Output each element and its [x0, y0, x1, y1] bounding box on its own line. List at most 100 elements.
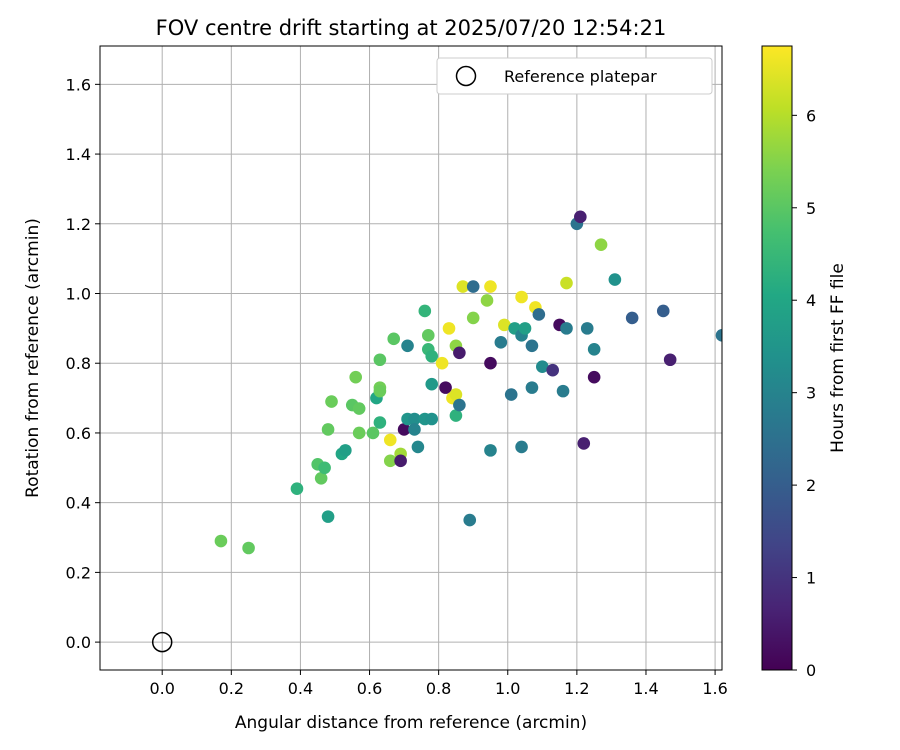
- data-point: [560, 276, 573, 290]
- y-tick-label: 1.2: [66, 215, 91, 234]
- legend-label: Reference platepar: [504, 67, 657, 86]
- data-point: [656, 304, 670, 318]
- data-point: [515, 290, 528, 304]
- data-point: [556, 384, 570, 398]
- y-tick-label: 1.6: [66, 75, 91, 94]
- data-point: [321, 510, 335, 523]
- chart-title: FOV centre drift starting at 2025/07/20 …: [156, 16, 667, 40]
- y-tick-label: 0.0: [66, 633, 91, 652]
- x-tick-label: 0.0: [149, 679, 174, 698]
- data-point: [325, 395, 338, 408]
- data-point: [318, 461, 331, 475]
- data-point: [463, 513, 477, 527]
- data-point: [425, 349, 439, 363]
- y-tick-label: 1.0: [66, 285, 91, 304]
- data-point: [314, 471, 328, 485]
- data-point: [453, 346, 466, 360]
- x-tick-label: 1.4: [633, 679, 658, 698]
- data-point: [577, 437, 591, 450]
- data-point: [504, 388, 518, 401]
- data-point: [421, 329, 435, 342]
- data-point: [397, 423, 411, 436]
- data-point: [574, 210, 587, 224]
- data-point: [466, 280, 480, 293]
- y-tick-label: 0.6: [66, 424, 91, 443]
- colorbar-tick-label: 0: [806, 661, 816, 680]
- data-point: [587, 370, 601, 384]
- x-tick-label: 0.2: [219, 679, 244, 698]
- data-point: [466, 311, 480, 325]
- data-point: [449, 388, 463, 401]
- data-point: [594, 238, 608, 252]
- data-point: [536, 360, 549, 374]
- data-point: [498, 318, 511, 332]
- data-point: [515, 440, 528, 454]
- data-point: [214, 534, 228, 548]
- data-point: [373, 416, 387, 429]
- data-point: [484, 356, 497, 370]
- data-point: [494, 336, 508, 349]
- data-point: [456, 280, 470, 293]
- data-point: [418, 304, 432, 318]
- data-point: [715, 329, 722, 342]
- data-point: [425, 412, 439, 426]
- data-point: [373, 353, 387, 367]
- data-point: [408, 423, 421, 436]
- data-point: [366, 426, 380, 440]
- data-point: [480, 294, 494, 307]
- legend: Reference platepar: [436, 57, 713, 95]
- data-point: [525, 381, 539, 394]
- data-point: [425, 377, 439, 391]
- data-point: [394, 454, 407, 468]
- data-point: [453, 398, 466, 412]
- data-point: [383, 454, 397, 468]
- data-point: [242, 541, 255, 555]
- data-point: [435, 356, 449, 370]
- x-axis-ticks: 0.0 0.2 0.4 0.6 0.8 1.0 1.2 1.4 1.6: [149, 670, 728, 698]
- colorbar-label: Hours from first FF file: [828, 263, 848, 453]
- data-point: [373, 384, 387, 398]
- data-point: [352, 426, 366, 440]
- data-point: [383, 433, 397, 447]
- data-point: [663, 353, 677, 367]
- data-point: [546, 363, 559, 377]
- data-point: [349, 370, 363, 384]
- data-point: [442, 322, 456, 335]
- reference-platepar-marker: [151, 631, 173, 653]
- y-tick-label: 0.4: [66, 494, 91, 513]
- data-points: [214, 210, 722, 555]
- data-point: [625, 311, 639, 325]
- y-tick-label: 1.4: [66, 145, 91, 164]
- x-tick-label: 1.2: [564, 679, 589, 698]
- y-axis-ticks: 0.0 0.2 0.4 0.6 0.8 1.0 1.2 1.4 1.6: [66, 75, 100, 652]
- colorbar-ticks: 0 1 2 3 4 5 6: [792, 106, 816, 680]
- x-tick-label: 1.6: [702, 679, 727, 698]
- data-point: [339, 444, 352, 457]
- data-point: [408, 412, 421, 426]
- data-point: [587, 342, 601, 356]
- colorbar-gradient: [761, 45, 793, 671]
- data-point: [439, 381, 452, 394]
- data-point: [484, 280, 497, 293]
- data-point: [580, 322, 594, 335]
- data-point: [449, 409, 463, 422]
- y-tick-label: 0.2: [66, 563, 91, 582]
- data-point: [560, 322, 573, 335]
- x-tick-label: 0.4: [288, 679, 313, 698]
- x-axis-label: Angular distance from reference (arcmin): [235, 713, 587, 733]
- data-point: [525, 339, 539, 353]
- data-point: [411, 440, 425, 454]
- x-tick-label: 0.6: [357, 679, 382, 698]
- y-axis-label: Rotation from reference (arcmin): [23, 218, 43, 498]
- data-point: [290, 482, 304, 496]
- y-tick-label: 0.8: [66, 354, 91, 373]
- colorbar-tick-label: 2: [806, 476, 816, 495]
- plot-frame: [99, 45, 723, 671]
- data-point: [401, 339, 414, 353]
- x-tick-label: 1.0: [495, 679, 520, 698]
- colorbar-tick-label: 4: [806, 291, 816, 310]
- colorbar: 0 1 2 3 4 5 6 Hours from first FF file: [761, 45, 848, 680]
- data-point: [352, 402, 366, 415]
- legend-marker-icon: [455, 65, 477, 87]
